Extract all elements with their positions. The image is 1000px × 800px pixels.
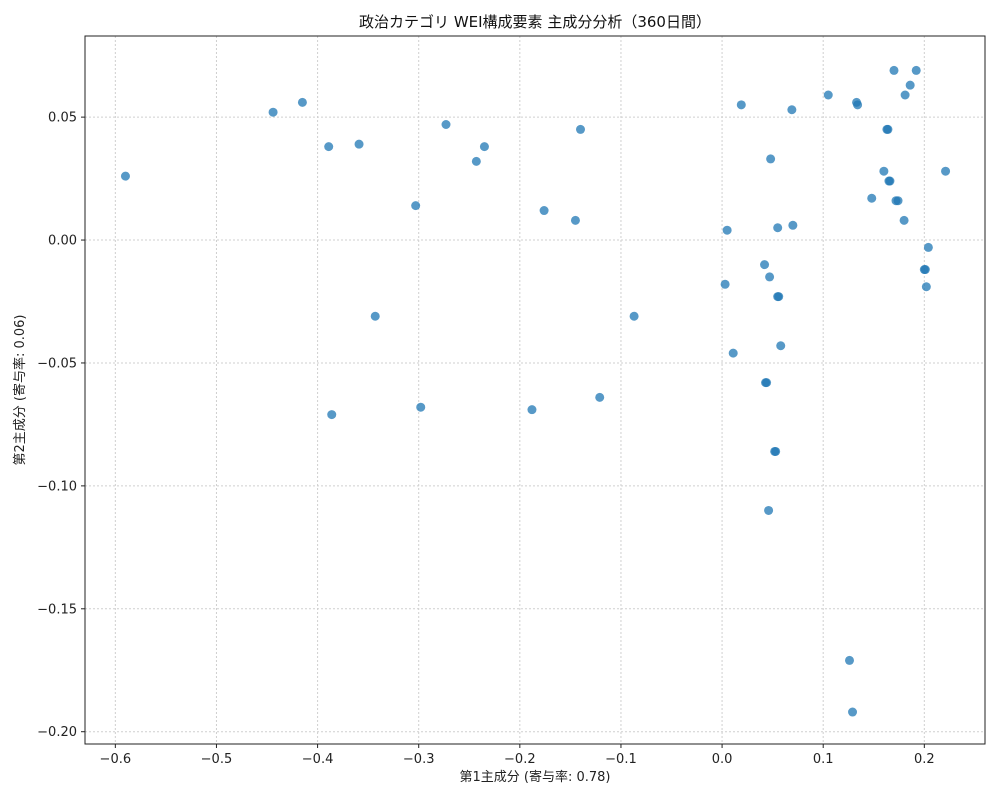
scatter-point	[736, 100, 746, 110]
scatter-point	[899, 215, 909, 225]
y-tick-label: −0.20	[37, 725, 77, 740]
scatter-point	[441, 120, 451, 129]
scatter-point	[788, 220, 798, 230]
scatter-point	[921, 282, 931, 292]
scatter-point	[848, 707, 858, 717]
scatter-point	[879, 166, 889, 176]
scatter-point	[120, 171, 130, 181]
x-tick-label: −0.5	[201, 752, 233, 767]
scatter-point	[867, 193, 877, 203]
scatter-point	[771, 446, 781, 456]
chart-title: 政治カテゴリ WEI構成要素 主成分分析（360日間）	[359, 13, 711, 31]
scatter-point	[539, 206, 549, 216]
x-tick-label: 0.1	[813, 752, 834, 767]
x-tick-label: 0.0	[712, 752, 733, 767]
scatter-point	[911, 65, 921, 75]
x-tick-label: −0.4	[302, 752, 334, 767]
scatter-point	[764, 505, 774, 515]
scatter-point	[570, 215, 580, 225]
scatter-point	[471, 156, 481, 166]
x-axis-label: 第1主成分 (寄与率: 0.78)	[459, 769, 610, 785]
scatter-point	[722, 225, 732, 235]
y-axis-label: 第2主成分 (寄与率: 0.06)	[12, 314, 28, 465]
scatter-point	[370, 311, 380, 321]
scatter-point	[853, 100, 863, 110]
scatter-point	[766, 154, 776, 164]
scatter-point	[479, 142, 489, 152]
scatter-point	[527, 405, 537, 415]
scatter-point	[629, 311, 639, 321]
scatter-point	[327, 410, 337, 420]
x-tick-label: −0.1	[605, 752, 637, 767]
scatter-point	[268, 107, 278, 117]
scatter-point	[941, 166, 951, 176]
scatter-point	[883, 124, 893, 134]
scatter-point	[761, 378, 771, 388]
y-tick-label: −0.10	[37, 479, 77, 494]
scatter-point	[773, 223, 783, 233]
scatter-point	[728, 348, 738, 358]
scatter-point	[576, 124, 586, 134]
y-tick-label: −0.05	[37, 356, 77, 371]
y-tick-label: −0.15	[37, 602, 77, 617]
scatter-point	[844, 655, 854, 665]
x-tick-label: −0.3	[403, 752, 435, 767]
scatter-point	[823, 90, 833, 100]
scatter-point	[885, 176, 895, 186]
scatter-point	[905, 80, 915, 90]
scatter-point	[900, 90, 910, 100]
x-tick-label: 0.2	[914, 752, 935, 767]
scatter-point	[920, 265, 930, 275]
scatter-point	[411, 201, 421, 211]
scatter-point	[774, 292, 784, 302]
scatter-point	[889, 65, 899, 75]
x-axis-ticks: −0.6 −0.5 −0.4 −0.3 −0.2 −0.1 0.0 0.1 0.2	[100, 744, 935, 767]
x-tick-label: −0.2	[504, 752, 536, 767]
scatter-point	[893, 196, 903, 206]
data-points	[120, 65, 951, 717]
scatter-point	[760, 260, 770, 270]
grid-lines	[85, 36, 985, 744]
scatter-point	[776, 341, 786, 351]
plot-frame	[84, 35, 986, 745]
x-tick-label: −0.6	[100, 752, 132, 767]
y-tick-label: 0.00	[48, 234, 77, 249]
scatter-point	[923, 242, 933, 252]
scatter-point	[354, 139, 364, 149]
y-axis-ticks: 0.05 0.00 −0.05 −0.10 −0.15 −0.20	[37, 111, 85, 740]
scatter-point	[787, 105, 797, 115]
scatter-point	[765, 272, 775, 282]
scatter-point	[720, 279, 730, 289]
scatter-point	[297, 97, 307, 107]
y-tick-label: 0.05	[48, 111, 77, 126]
scatter-point	[324, 142, 334, 152]
scatter-point	[595, 392, 605, 402]
scatter-point	[416, 402, 426, 412]
